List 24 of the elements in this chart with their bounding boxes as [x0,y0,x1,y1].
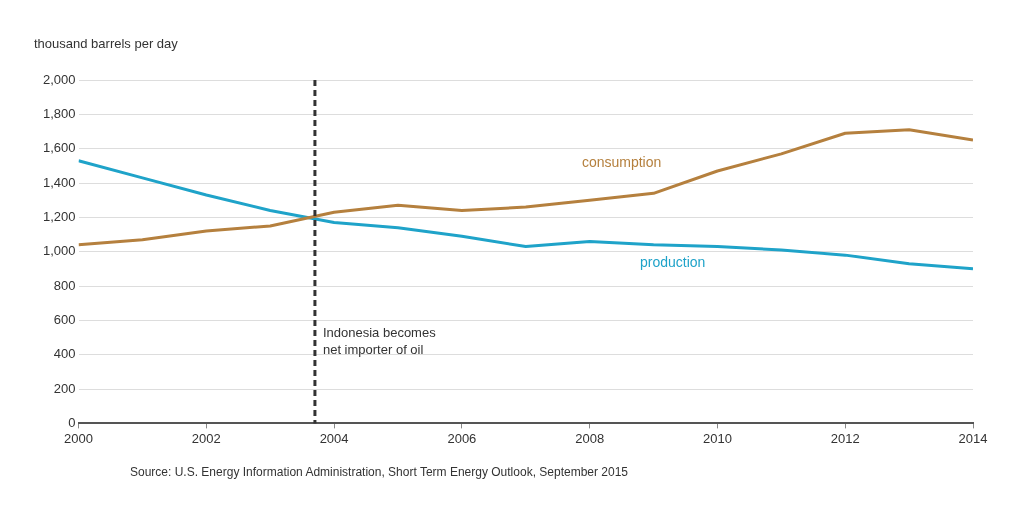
y-axis-title: thousand barrels per day [34,36,178,51]
y-tick-label: 1,400 [42,174,76,190]
y-tick-label: 600 [53,311,76,327]
x-tick-label: 2006 [447,430,477,446]
x-tick-label: 2000 [64,430,93,446]
y-tick-label: 2,000 [42,71,76,87]
x-tick-label: 2014 [958,430,988,446]
y-tick-label: 1,200 [42,208,76,224]
y-tick-label: 1,000 [42,243,76,259]
y-tick-label: 1,800 [42,105,76,121]
x-tick-label: 2010 [702,430,732,446]
x-tick-label: 2008 [575,430,605,446]
x-tick-label: 2004 [319,430,349,446]
y-tick-label: 400 [53,346,76,362]
y-tick-label: 1,600 [42,140,76,156]
x-tick-label: 2002 [191,430,221,446]
series-label: consumption [581,154,662,171]
y-tick-label: 0 [68,414,76,430]
series-label: production [640,253,706,270]
source-note: Source: U.S. Energy Information Administration, Short Term Energy Outlook, September 2015 [130,465,629,479]
y-tick-label: 800 [53,277,76,293]
y-tick-label: 200 [53,380,76,396]
ref-line-label: Indonesia becomes net importer of oil [322,325,437,358]
x-tick-label: 2012 [830,430,860,446]
